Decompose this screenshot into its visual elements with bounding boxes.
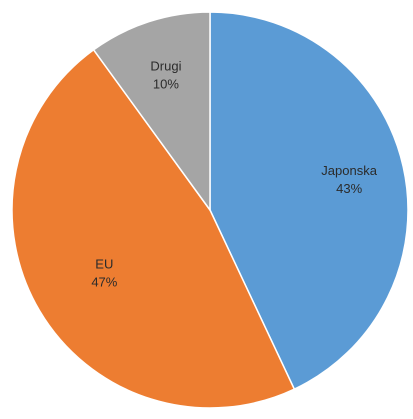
pie-slice-japonska (209, 11, 409, 391)
slice-label-japonska: Japonska (321, 163, 377, 178)
pie-slice-eu (11, 48, 296, 409)
pie-labels: Japonska 43% EU 47% Drugi 10% (91, 58, 377, 289)
slice-label-drugi: Drugi (150, 58, 181, 73)
pie-slice-drugi (92, 11, 211, 213)
slice-value-eu: 47% (91, 274, 117, 289)
slice-label-eu: EU (95, 256, 113, 271)
slice-value-drugi: 10% (153, 76, 179, 91)
slice-value-japonska: 43% (336, 181, 362, 196)
pie-slices (11, 11, 409, 409)
